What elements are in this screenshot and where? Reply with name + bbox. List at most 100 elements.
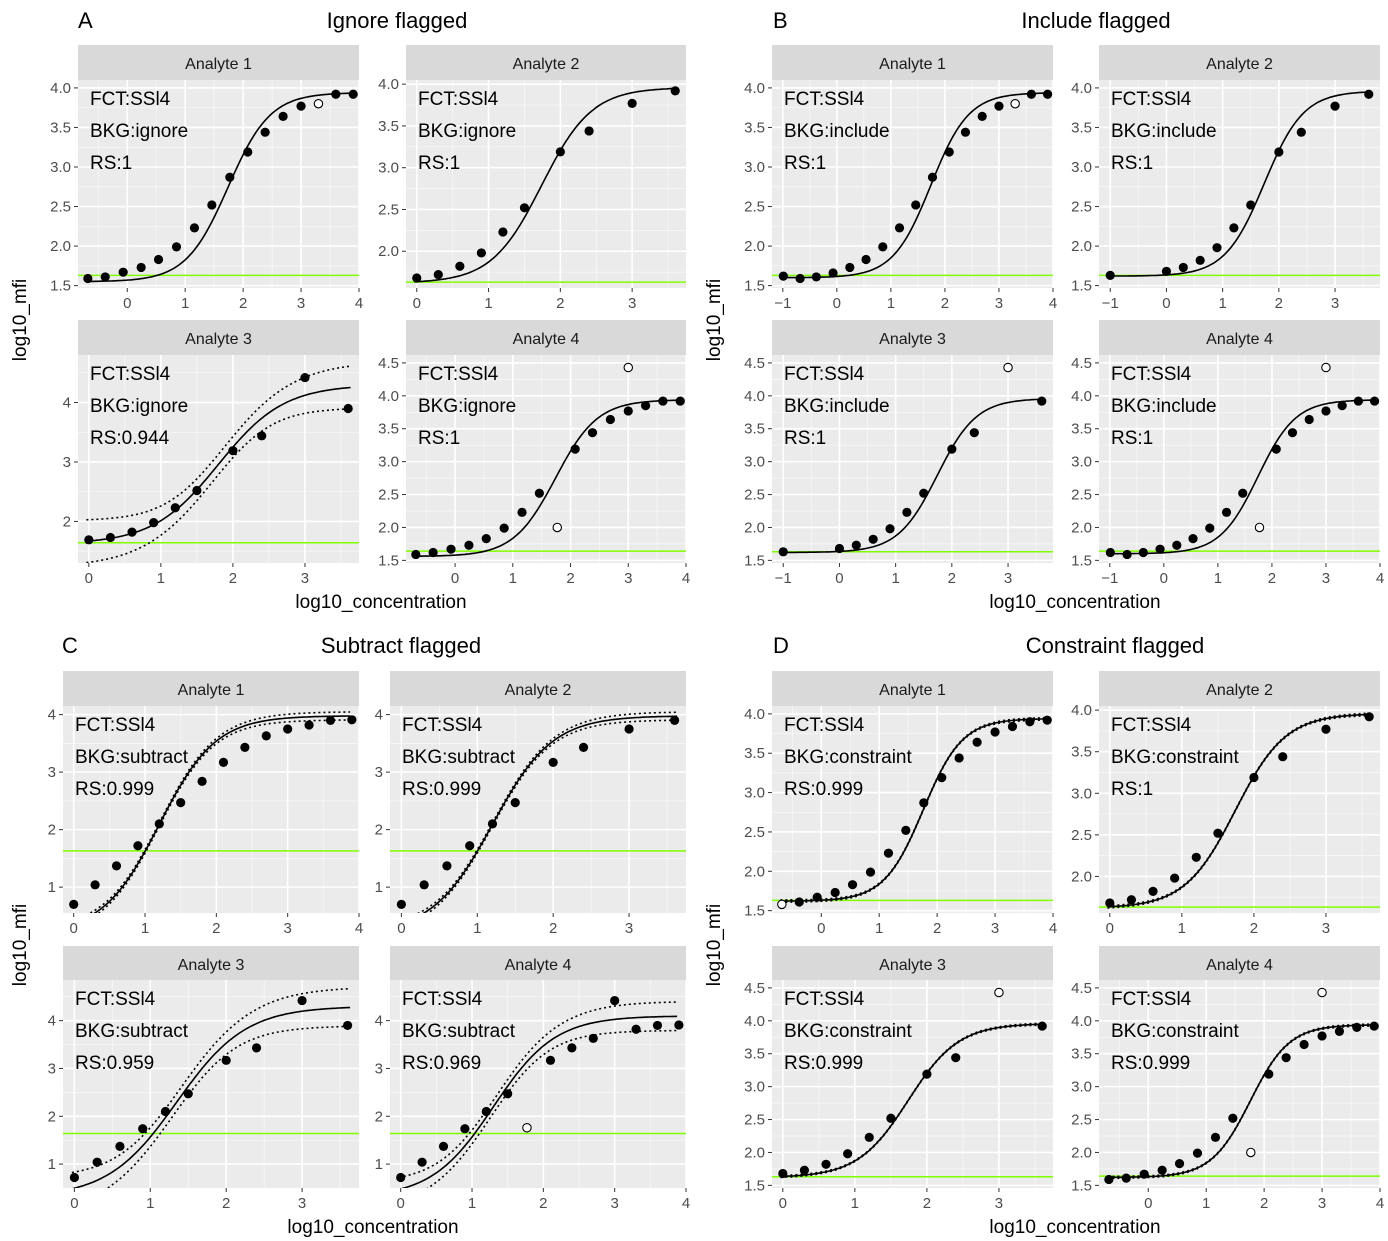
flagged-point	[1317, 987, 1327, 998]
data-point	[1105, 270, 1115, 280]
data-point	[228, 446, 238, 456]
y-tick-label: 2.5	[1071, 827, 1092, 844]
y-tick-label: 4.0	[1071, 702, 1092, 719]
data-point	[865, 867, 876, 877]
data-point	[1188, 534, 1198, 544]
annotation-bkg: BKG:include	[1111, 121, 1217, 142]
data-point	[170, 503, 180, 513]
y-tick-label: 2	[375, 1108, 383, 1125]
x-tick-label: 1	[468, 1195, 476, 1212]
data-point	[1155, 544, 1165, 554]
annotation-rs: RS:1	[1111, 779, 1153, 800]
y-tick-label: 1	[48, 879, 56, 896]
y-tick-label: 4.0	[744, 706, 765, 723]
x-tick-label: 0	[1144, 1195, 1152, 1212]
annotation-fct: FCT:SSl4	[402, 715, 483, 736]
data-point	[1364, 89, 1374, 99]
x-tick-label: 2	[556, 295, 564, 312]
data-point	[864, 1132, 874, 1142]
y-tick-label: 3	[375, 1060, 383, 1077]
data-point	[1249, 772, 1259, 783]
data-point	[499, 523, 509, 533]
annotation-fct: FCT:SSl4	[75, 715, 156, 736]
annotation-rs: RS:1	[418, 428, 460, 449]
y-tick-label: 3.5	[1071, 421, 1092, 438]
data-point	[1122, 549, 1132, 560]
x-tick-label: 3	[995, 1195, 1003, 1212]
y-axis-label: log10_mfi	[10, 904, 31, 986]
facet-analyte-3: Analyte 3 −1 0 1 2 3 1.5 2.0 2.5 3.0 3.5 4.0 4.5 FCT:…	[744, 320, 1053, 587]
data-point	[954, 753, 964, 763]
facet-strip	[772, 320, 1053, 355]
data-point	[584, 126, 594, 136]
plot-area	[396, 995, 684, 1188]
data-point	[972, 737, 982, 747]
y-tick-label: 3.0	[378, 454, 399, 471]
data-point	[799, 1165, 810, 1175]
y-tick-label: 1.5	[1071, 552, 1092, 569]
data-point	[517, 507, 527, 517]
annotation-bkg: BKG:ignore	[90, 396, 188, 417]
y-tick-label: 1.5	[378, 552, 399, 569]
data-point	[902, 507, 912, 517]
facet-analyte-4: Analyte 4 0 1 2 3 4 1.5 2.0 2.5 3.0 3.5 4.0 4.5 FCT:S…	[1071, 946, 1384, 1212]
y-tick-label: 3.5	[744, 119, 765, 136]
chart-title: Subtract flagged	[321, 633, 481, 658]
facet-strip	[1099, 946, 1380, 980]
y-tick-label: 4.0	[1071, 1013, 1092, 1030]
x-tick-label: 0	[70, 920, 78, 937]
y-tick-label: 3.5	[50, 119, 71, 136]
y-tick-label: 4.0	[1071, 388, 1092, 405]
data-point	[1105, 547, 1115, 558]
annotation-bkg: BKG:constraint	[784, 747, 912, 768]
facet-analyte-2: Analyte 2 −1 0 1 2 3 1.5 2.0 2.5 3.0 3.5 4.0 FCT:SSl…	[1071, 45, 1380, 312]
data-point	[969, 428, 979, 438]
confidence-band-lower	[426, 719, 678, 913]
chart-a: A Ignore flagged log10_concentration log10_…	[10, 8, 690, 613]
data-point	[1025, 717, 1035, 727]
y-tick-label: 2.5	[50, 199, 71, 216]
plot-area	[1105, 89, 1374, 280]
data-point	[1213, 828, 1223, 838]
x-tick-label: 1	[141, 920, 149, 937]
annotation-fct: FCT:SSl4	[1111, 89, 1192, 110]
flagged-point	[623, 362, 634, 373]
data-point	[251, 1043, 262, 1053]
y-tick-label: 2.5	[744, 487, 765, 504]
data-point	[111, 861, 122, 871]
data-point	[136, 262, 146, 273]
plot-area	[1104, 987, 1379, 1185]
x-tick-label: 0	[1162, 295, 1170, 312]
facet-strip	[406, 320, 686, 355]
data-point	[207, 200, 217, 210]
y-tick-label: 4	[375, 707, 383, 724]
data-point	[883, 848, 894, 858]
y-tick-label: 4	[63, 395, 71, 412]
annotation-rs: RS:0.999	[784, 779, 863, 800]
x-tick-label: 4	[682, 1195, 690, 1212]
data-point	[944, 147, 954, 157]
chart-b: B Include flagged log10_concentration log10…	[704, 8, 1384, 613]
data-point	[795, 273, 805, 284]
plot-area	[412, 86, 680, 283]
facet-analyte-4: Analyte 4 0 1 2 3 4 1.5 2.0 2.5 3.0 3.5 4.0 4.5 FCT:S…	[378, 320, 690, 587]
data-point	[90, 880, 100, 890]
x-axis-label: log10_concentration	[989, 1217, 1160, 1238]
plot-area	[1105, 362, 1380, 560]
fitted-curve	[414, 399, 678, 557]
y-tick-label: 2.0	[378, 243, 399, 260]
y-tick-label: 1.5	[744, 1177, 765, 1194]
y-tick-label: 1.5	[744, 552, 765, 569]
data-point	[138, 1124, 148, 1134]
data-point	[348, 89, 358, 99]
data-point	[811, 272, 821, 282]
annotation-bkg: BKG:constraint	[1111, 1021, 1239, 1042]
x-tick-label: −1	[1102, 295, 1119, 312]
facet-analyte-3: Analyte 3 0 1 2 3 1.5 2.0 2.5 3.0 3.5 4.0 4.5 FCT:SS…	[744, 946, 1053, 1212]
x-tick-label: 3	[301, 570, 309, 587]
x-tick-label: 1	[484, 295, 492, 312]
plot-panel	[772, 80, 1053, 288]
flagged-point	[1254, 522, 1265, 533]
data-point	[922, 1069, 932, 1079]
data-point	[1271, 444, 1281, 454]
